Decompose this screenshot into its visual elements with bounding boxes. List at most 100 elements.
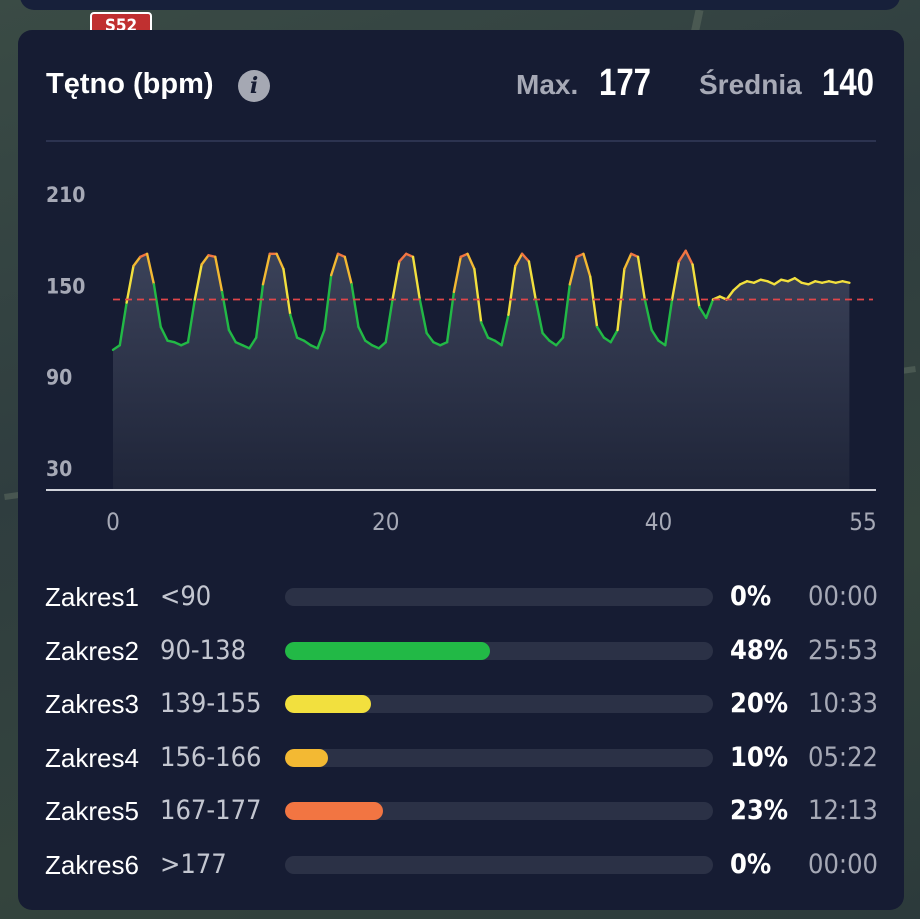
series-segment: [411, 255, 422, 301]
y-tick-label: 90: [46, 366, 72, 390]
series-segment: [282, 267, 292, 316]
zone-percent: 10%: [730, 741, 789, 773]
series-segment: [275, 252, 285, 271]
series-segment: [636, 255, 647, 301]
series-segment: [595, 325, 606, 339]
zone-time: 12:13: [808, 795, 878, 826]
zone-progress-fill: [285, 802, 384, 820]
zone-range: >177: [160, 848, 227, 880]
series-segment: [316, 328, 326, 350]
heart-rate-chart: 210 150 90 30 0 20 40 55: [46, 183, 877, 536]
zone-row: Zakres1 <90 0% 00:00: [18, 577, 904, 617]
series-segment: [786, 276, 797, 283]
series-segment: [370, 344, 381, 350]
series-segment: [732, 283, 742, 292]
series-segment: [684, 249, 694, 266]
series-segment: [650, 328, 660, 342]
series-segment: [295, 336, 306, 342]
series-segment: [377, 340, 387, 350]
card-title: Tętno (bpm): [46, 68, 214, 100]
zone-row: Zakres5 167-177 23% 12:13: [18, 791, 904, 831]
series-segment: [309, 344, 319, 350]
series-segment: [670, 260, 681, 301]
y-tick-label: 150: [46, 274, 85, 298]
heart-rate-card: Tętno (bpm) i Max. 177 Średnia 140 210 15…: [18, 30, 904, 910]
zone-progress-track: [285, 748, 713, 767]
zone-range: 167-177: [160, 795, 262, 826]
series-segment: [398, 252, 408, 263]
series-segment: [507, 264, 517, 316]
avg-value: 140: [822, 62, 874, 104]
info-icon[interactable]: i: [238, 70, 270, 102]
series-segment: [602, 336, 612, 344]
series-segment: [125, 264, 135, 304]
x-tick-label: 40: [645, 508, 672, 536]
zone-time: 00:00: [808, 848, 878, 880]
zone-progress-track: [285, 588, 713, 606]
zone-progress-track: [285, 802, 713, 820]
series-segment: [807, 280, 817, 286]
series-segment: [500, 313, 510, 347]
series-segment: [248, 336, 258, 350]
series-segment: [589, 275, 599, 329]
series-segment: [132, 255, 142, 268]
series-segment: [514, 252, 524, 268]
x-tick-label: 0: [106, 508, 120, 536]
series-segment: [425, 331, 435, 344]
zone-name: Zakres1: [45, 582, 139, 612]
zone-row: Zakres4 156-166 10% 05:22: [18, 738, 904, 778]
series-segment: [404, 252, 415, 259]
zone-progress-track: [285, 855, 713, 874]
series-segment: [773, 278, 783, 286]
series-segment: [357, 325, 367, 342]
series-segment: [343, 255, 353, 286]
zone-percent: 48%: [730, 634, 789, 666]
series-segment: [629, 252, 640, 259]
series-segment: [752, 278, 762, 284]
series-segment: [466, 252, 476, 271]
series-segment: [841, 280, 851, 284]
series-segment: [329, 252, 340, 277]
series-segment: [200, 254, 210, 266]
series-segment: [336, 252, 347, 259]
series-segment: [541, 331, 551, 342]
series-segment: [350, 283, 360, 329]
header-divider: [46, 140, 876, 142]
series-segment: [548, 339, 558, 347]
zone-name: Zakres4: [45, 742, 139, 773]
series-segment: [214, 255, 224, 294]
zone-percent: 0%: [730, 581, 772, 612]
max-value: 177: [599, 62, 651, 104]
series-segment: [289, 313, 299, 339]
series-segment: [643, 298, 653, 332]
series-segment: [254, 283, 265, 339]
zone-name: Zakres2: [45, 635, 139, 666]
zone-time: 05:22: [808, 741, 878, 773]
series-segment: [139, 252, 149, 259]
series-segment: [725, 289, 735, 301]
zone-progress-fill: [285, 695, 371, 713]
zone-name: Zakres6: [45, 849, 139, 880]
series-segment: [234, 340, 244, 347]
series-segment: [527, 260, 537, 301]
zone-progress-fill: [285, 641, 491, 660]
series-segment: [493, 339, 503, 347]
series-segment: [186, 298, 197, 344]
series-segment: [561, 283, 572, 339]
zone-time: 00:00: [808, 581, 878, 612]
series-segment: [793, 276, 803, 284]
series-segment: [520, 252, 531, 263]
series-segment: [691, 263, 701, 309]
series-segment: [452, 255, 462, 294]
series-segment: [582, 252, 592, 278]
series-segment: [193, 263, 203, 301]
zone-name: Zakres3: [45, 689, 139, 719]
series-segment: [418, 298, 428, 335]
previous-card: [20, 0, 900, 10]
series-segment: [766, 280, 776, 286]
series-segment: [459, 252, 469, 259]
zone-time: 25:53: [808, 634, 878, 666]
series-segment: [554, 336, 565, 347]
x-tick-label: 55: [849, 508, 876, 536]
zone-progress-track: [285, 641, 713, 660]
